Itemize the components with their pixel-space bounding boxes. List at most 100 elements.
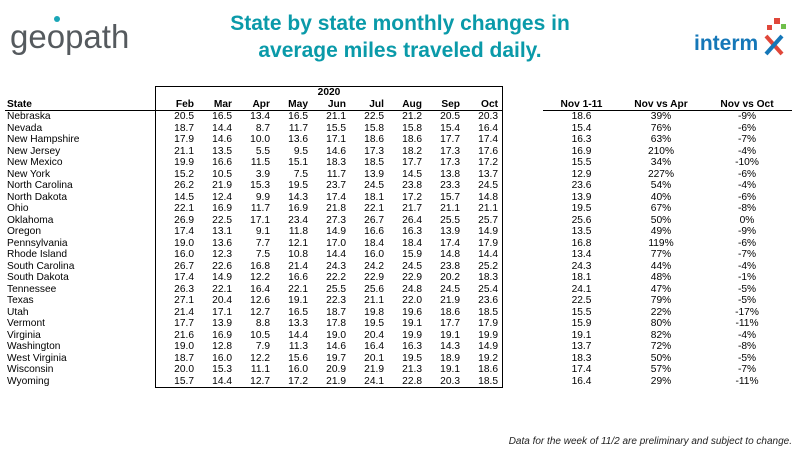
state-name: Virginia (7, 329, 41, 341)
table-row: South Dakota 17.4 14.9 12.2 16.6 22.2 22.9 22.9… (5, 272, 792, 284)
table-cell: 15.9 (402, 249, 422, 260)
state-name: Vermont (7, 318, 45, 329)
table-cell: 17.3 (440, 145, 460, 157)
table-row: Virginia 21.6 16.9 10.5 14.4 19.0 20.4 19.9 19.1… (5, 329, 792, 341)
table-cell: 12.6 (250, 295, 270, 306)
table-cell: 21.1 (326, 111, 346, 122)
header-jun: Jun (308, 98, 346, 111)
table-cell: 21.7 (402, 203, 422, 214)
table-cell: 15.4 (440, 122, 460, 134)
table-cell: 19.5 (288, 180, 308, 191)
table-cell: 18.7 (326, 306, 346, 318)
table-cell: 16.4 (571, 375, 592, 387)
table-cell: 19.0 (326, 329, 346, 341)
table-cell: 16.6 (212, 157, 232, 168)
table-cell: 14.6 (212, 134, 232, 145)
table-cell: 18.6 (440, 306, 460, 318)
table-cell: 11.5 (250, 157, 270, 168)
table-cell: 17.2 (270, 375, 308, 388)
table-cell: 10.8 (288, 249, 308, 260)
table-cell: 20.3 (460, 110, 503, 123)
state-name: North Dakota (7, 191, 68, 203)
table-cell: 15.5 (571, 306, 592, 318)
table-cell: 48% (650, 272, 672, 283)
table-cell: 22.5 (364, 111, 384, 122)
table-cell: 16.4 (364, 341, 384, 352)
table-cell: -7% (737, 364, 757, 375)
miles-traveled-table: 2020 State Feb Mar Apr May Jun Jul Aug S… (5, 86, 792, 388)
table-row: Nevada 18.7 14.4 8.7 11.7 15.5 15.8 15.8 15.4 16.… (5, 122, 792, 134)
table-cell: -4% (737, 145, 757, 157)
table-cell: 17.2 (402, 191, 422, 203)
table-cell: 24.1 (346, 375, 384, 388)
table-cell: 67% (650, 203, 672, 214)
table-cell: 12.2 (250, 272, 270, 283)
table-cell: 13.6 (212, 237, 232, 249)
table-cell: 17.9 (155, 134, 194, 146)
table-row: New York 15.2 10.5 3.9 7.5 11.7 13.9 14.5 13.8 13… (5, 168, 792, 180)
table-cell: -8% (737, 341, 757, 352)
table-cell: 23.7 (326, 180, 346, 191)
table-cell: 29% (650, 375, 672, 387)
table-cell: 16.8 (571, 237, 592, 249)
state-name: New York (7, 168, 51, 180)
state-name: Utah (7, 306, 29, 318)
table-cell: 20.0 (155, 364, 194, 376)
table-cell: -9% (737, 226, 757, 237)
table-cell: 12.7 (250, 306, 270, 318)
table-cell: 14.9 (212, 272, 232, 283)
table-cell: 13.6 (288, 134, 308, 145)
intermx-logo: interm X (694, 18, 794, 70)
table-cell: 12.8 (212, 341, 232, 352)
table-cell: 18.6 (460, 364, 503, 376)
table-cell: 13.7 (571, 341, 592, 352)
table-cell: 17.8 (326, 318, 346, 329)
state-name: North Carolina (7, 180, 73, 191)
table-row: North Carolina 26.2 21.9 15.3 19.5 23.7 24.5 23… (5, 180, 792, 192)
table-cell: 14.6 (326, 341, 346, 352)
table-cell: 16.0 (155, 249, 194, 261)
table-cell: 24.5 (460, 180, 503, 192)
table-cell: 19.9 (402, 329, 422, 341)
table-cell: 22.0 (402, 295, 422, 306)
table-cell: 19.8 (364, 306, 384, 318)
table-cell: 24.8 (402, 283, 422, 295)
table-cell: 19.5 (402, 352, 422, 364)
table-cell: 19.2 (460, 352, 503, 364)
table-row: Oklahoma 26.9 22.5 17.1 23.4 27.3 26.7 26.4 25.5… (5, 214, 792, 226)
table-cell: 25.2 (460, 260, 503, 272)
table-row: Utah 21.4 17.1 12.7 16.5 18.7 19.8 19.6 18.6 18.5… (5, 306, 792, 318)
table-cell: 17.4 (571, 364, 592, 375)
table-cell: 17.3 (364, 145, 384, 157)
table-cell: 14.9 (460, 226, 503, 238)
table-cell: 11.7 (288, 122, 308, 134)
table-cell: 19.1 (402, 318, 422, 329)
state-name: Nebraska (7, 111, 51, 122)
table-cell: 14.4 (194, 375, 232, 388)
table-cell: 16.9 (212, 203, 232, 214)
table-cell: 39% (650, 111, 672, 122)
table-cell: 18.5 (364, 157, 384, 168)
table-cell: -4% (737, 329, 757, 341)
table-row: Wyoming 15.7 14.4 12.7 17.2 21.9 24.1 22.8 20.3 1… (5, 375, 792, 388)
table-cell: 21.8 (326, 203, 346, 214)
table-cell: -5% (737, 352, 757, 364)
table-cell: 76% (650, 122, 672, 134)
table-cell: 14.4 (326, 249, 346, 260)
table-cell: 22.9 (402, 272, 422, 283)
table-cell: 18.5 (460, 306, 503, 318)
table-row: Nebraska 20.5 16.5 13.4 16.5 21.1 22.5 21.2 20.5… (5, 110, 792, 123)
table-cell: 0% (739, 214, 755, 226)
table-cell: 22.1 (288, 283, 308, 295)
table-cell: 14.6 (326, 145, 346, 157)
state-name: Wisconsin (7, 364, 54, 375)
table-row: Texas 27.1 20.4 12.6 19.1 22.3 21.1 22.0 21.9 23.… (5, 295, 792, 307)
table-cell: 82% (650, 329, 672, 341)
header-may: May (270, 98, 308, 111)
table-cell: 23.6 (460, 295, 503, 307)
table-row: New Mexico 19.9 16.6 11.5 15.1 18.3 18.5 17.7 17… (5, 157, 792, 169)
state-name: Wyoming (7, 375, 50, 387)
table-cell: 14.9 (460, 341, 503, 353)
footnote: Data for the week of 11/2 are preliminar… (508, 436, 792, 447)
table-cell: 34% (650, 157, 672, 168)
